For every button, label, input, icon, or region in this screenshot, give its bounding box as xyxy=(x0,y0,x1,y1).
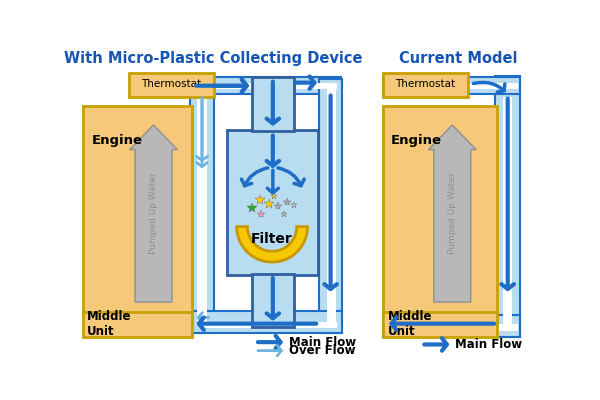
Text: Main Flow: Main Flow xyxy=(455,338,523,351)
Bar xyxy=(252,77,293,131)
FancyArrow shape xyxy=(130,125,178,302)
Text: Main Flow: Main Flow xyxy=(289,336,356,349)
Text: Engine: Engine xyxy=(391,134,442,147)
Bar xyxy=(383,312,497,337)
Bar xyxy=(83,106,192,314)
Bar xyxy=(190,77,341,94)
FancyArrow shape xyxy=(428,125,476,302)
Bar xyxy=(503,97,512,327)
Bar xyxy=(388,83,518,89)
Bar xyxy=(327,89,336,324)
Bar xyxy=(200,83,337,89)
Text: With Micro-Plastic Collecting Device: With Micro-Plastic Collecting Device xyxy=(64,51,363,66)
Bar xyxy=(383,77,520,94)
Bar xyxy=(190,79,214,333)
Bar xyxy=(83,312,192,337)
Bar xyxy=(383,315,520,337)
Text: Filter: Filter xyxy=(251,232,293,246)
Bar xyxy=(200,322,337,328)
Bar xyxy=(383,73,467,97)
Text: Pumped Up Water: Pumped Up Water xyxy=(149,173,158,254)
Bar xyxy=(496,76,520,337)
Text: Current Model: Current Model xyxy=(399,51,518,66)
Bar xyxy=(230,134,315,273)
Text: Thermostat: Thermostat xyxy=(141,79,201,89)
Text: Over Flow: Over Flow xyxy=(289,344,356,357)
Bar xyxy=(383,106,497,314)
Text: Middle
Unit: Middle Unit xyxy=(388,310,432,338)
Bar xyxy=(227,130,317,275)
Bar xyxy=(319,79,342,333)
Bar xyxy=(190,311,342,333)
Polygon shape xyxy=(236,227,308,262)
Text: Engine: Engine xyxy=(92,134,143,147)
Text: Thermostat: Thermostat xyxy=(395,79,455,89)
Bar xyxy=(388,324,518,330)
Bar xyxy=(129,73,214,97)
Text: Pumped Up Water: Pumped Up Water xyxy=(448,173,457,254)
Bar xyxy=(252,274,293,327)
Bar xyxy=(197,89,206,324)
Text: Middle
Unit: Middle Unit xyxy=(87,310,132,338)
